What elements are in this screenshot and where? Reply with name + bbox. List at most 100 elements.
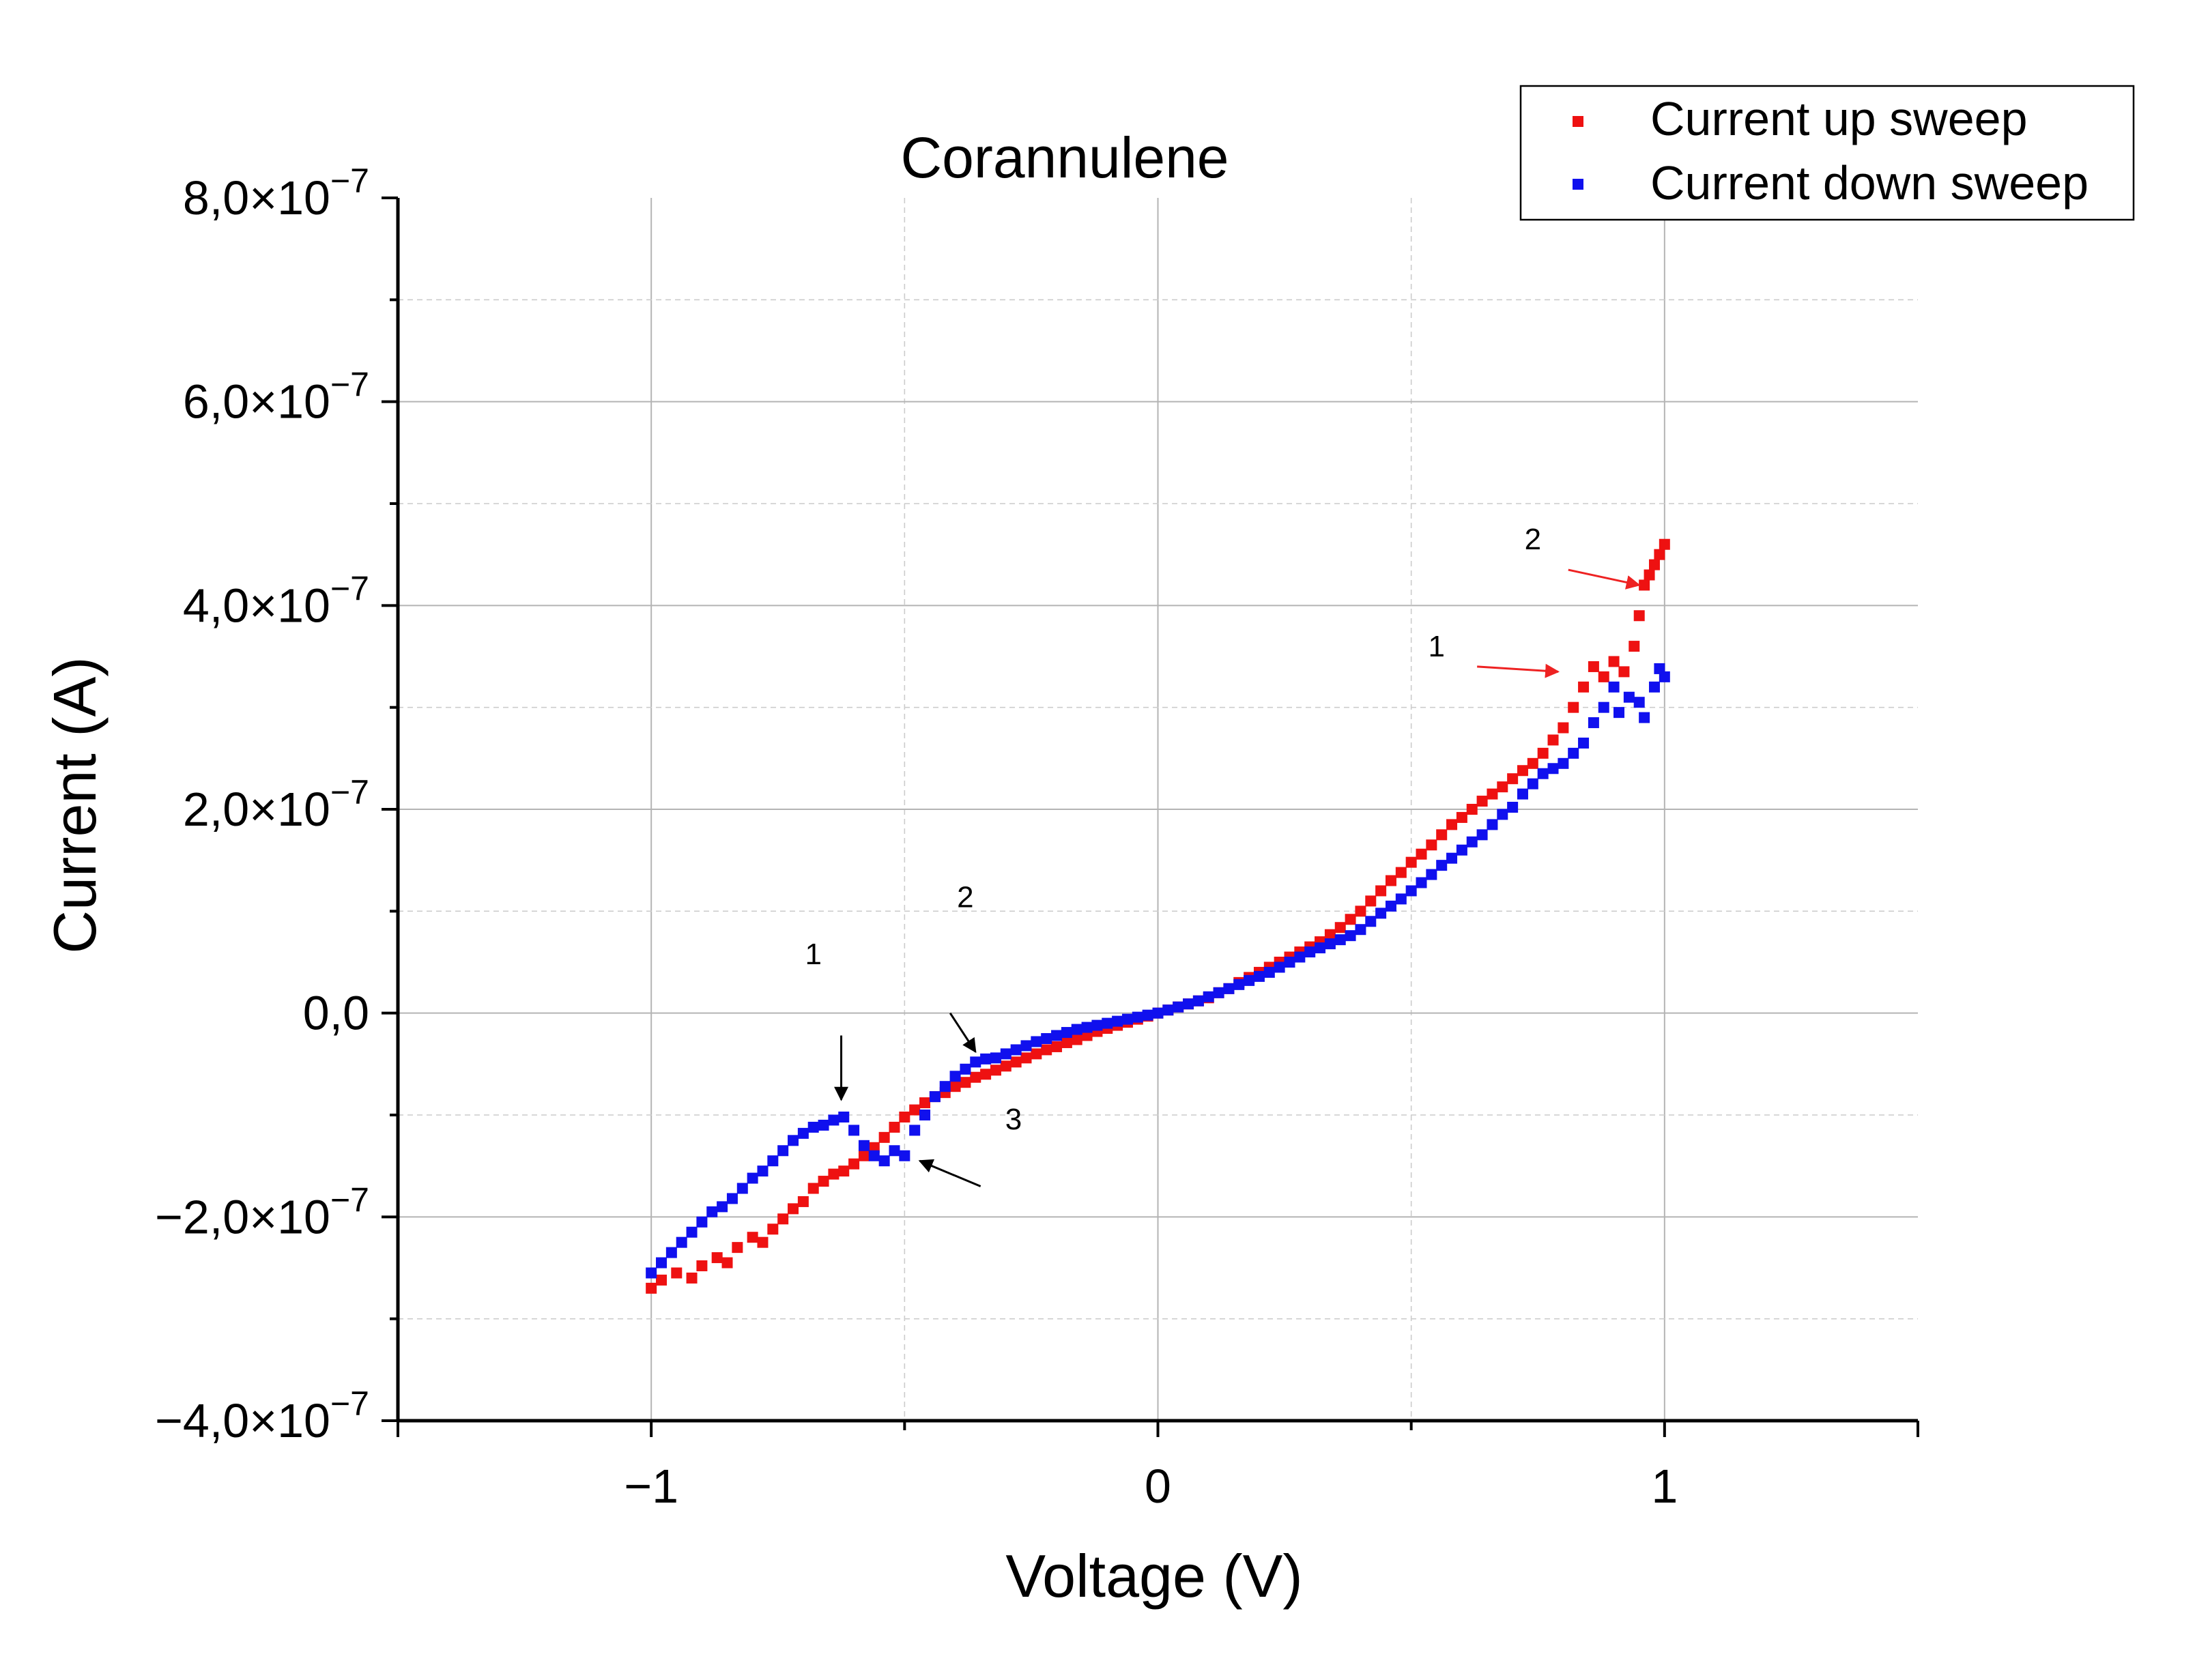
- point-down-sweep: [1294, 951, 1306, 963]
- point-down-sweep: [747, 1172, 758, 1184]
- point-up-sweep: [838, 1165, 850, 1177]
- point-down-sweep: [949, 1071, 961, 1082]
- point-up-sweep: [858, 1150, 870, 1161]
- point-up-sweep: [909, 1104, 921, 1116]
- point-up-sweep: [818, 1176, 829, 1187]
- point-down-sweep: [807, 1121, 819, 1133]
- point-down-sweep: [646, 1267, 657, 1279]
- point-up-sweep: [848, 1158, 860, 1170]
- point-up-sweep: [747, 1232, 758, 1243]
- point-down-sweep: [1132, 1011, 1143, 1023]
- point-down-sweep: [939, 1081, 951, 1092]
- point-down-sweep: [1355, 924, 1366, 936]
- point-down-sweep: [686, 1226, 698, 1238]
- point-up-sweep: [757, 1236, 769, 1248]
- point-down-sweep: [1274, 961, 1285, 973]
- point-up-sweep: [1000, 1060, 1012, 1072]
- point-down-sweep: [1446, 852, 1458, 864]
- point-up-sweep: [721, 1257, 733, 1269]
- data-points: [646, 538, 1670, 1294]
- point-down-sweep: [838, 1111, 850, 1123]
- point-down-sweep: [1345, 930, 1356, 942]
- x-tick-label: 0: [1145, 1460, 1171, 1513]
- point-up-sweep: [1395, 867, 1407, 878]
- y-tick-label: 0,0: [303, 987, 369, 1040]
- point-up-sweep: [1578, 681, 1590, 693]
- point-down-sweep: [1648, 681, 1660, 693]
- point-down-sweep: [1223, 983, 1235, 994]
- point-up-sweep: [1588, 661, 1599, 672]
- x-tick-label: −1: [624, 1460, 678, 1513]
- point-down-sweep: [868, 1150, 880, 1161]
- point-up-sweep: [767, 1223, 779, 1235]
- point-down-sweep: [726, 1193, 738, 1204]
- annotations: 1 2 1 2 3: [805, 523, 1641, 1187]
- point-down-sweep: [1315, 942, 1326, 954]
- point-down-sweep: [665, 1247, 677, 1258]
- point-down-sweep: [1547, 763, 1559, 774]
- point-up-sweep: [878, 1131, 890, 1143]
- point-up-sweep: [1537, 747, 1549, 759]
- point-up-sweep: [1345, 914, 1356, 925]
- point-down-sweep: [1152, 1007, 1164, 1019]
- point-up-sweep: [1618, 666, 1630, 678]
- point-up-sweep: [919, 1097, 931, 1109]
- point-down-sweep: [1558, 757, 1569, 769]
- point-up-sweep: [1558, 722, 1569, 734]
- point-up-sweep: [1355, 906, 1366, 917]
- point-up-sweep: [1644, 569, 1655, 581]
- point-down-sweep: [818, 1119, 829, 1131]
- x-axis-label: Voltage (V): [1005, 1542, 1302, 1610]
- point-up-sweep: [1446, 819, 1458, 830]
- annotation-label-black-3: 3: [1005, 1103, 1022, 1136]
- point-up-sweep: [1041, 1044, 1052, 1056]
- point-down-sweep: [990, 1052, 1001, 1064]
- point-down-sweep: [1304, 946, 1316, 958]
- point-up-sweep: [807, 1183, 819, 1194]
- point-up-sweep: [1487, 788, 1498, 800]
- point-down-sweep: [1476, 829, 1488, 841]
- point-down-sweep: [1142, 1009, 1153, 1021]
- point-up-sweep: [797, 1196, 809, 1207]
- point-up-sweep: [656, 1274, 668, 1286]
- legend-label-up: Current up sweep: [1650, 92, 2028, 145]
- point-up-sweep: [1365, 895, 1377, 907]
- point-up-sweep: [1071, 1034, 1082, 1045]
- point-down-sweep: [1121, 1013, 1133, 1025]
- point-down-sweep: [1284, 957, 1295, 968]
- point-down-sweep: [1598, 701, 1609, 713]
- point-down-sweep: [777, 1145, 789, 1157]
- point-down-sweep: [676, 1236, 687, 1248]
- point-up-sweep: [1517, 765, 1528, 777]
- point-down-sweep: [909, 1125, 921, 1136]
- point-down-sweep: [828, 1114, 840, 1126]
- point-down-sweep: [1263, 966, 1275, 978]
- point-up-sweep: [1426, 839, 1437, 851]
- annotation-label-red-1: 1: [1429, 630, 1445, 663]
- point-down-sweep: [1213, 987, 1224, 998]
- point-up-sweep: [1476, 796, 1488, 807]
- point-down-sweep: [1071, 1024, 1082, 1035]
- point-down-sweep: [1233, 979, 1245, 990]
- point-down-sweep: [1334, 934, 1346, 946]
- point-down-sweep: [1000, 1048, 1012, 1060]
- point-down-sweep: [1426, 869, 1437, 880]
- point-up-sweep: [1507, 773, 1519, 785]
- point-down-sweep: [889, 1145, 900, 1157]
- point-down-sweep: [736, 1183, 748, 1194]
- point-up-sweep: [1456, 811, 1467, 823]
- point-down-sweep: [696, 1216, 708, 1228]
- point-down-sweep: [1568, 747, 1579, 759]
- point-down-sweep: [980, 1053, 992, 1065]
- point-down-sweep: [797, 1127, 809, 1139]
- point-up-sweep: [1324, 929, 1336, 940]
- point-down-sweep: [1497, 809, 1508, 820]
- point-down-sweep: [1324, 938, 1336, 950]
- point-down-sweep: [878, 1155, 890, 1167]
- point-down-sweep: [1405, 885, 1417, 897]
- point-down-sweep: [848, 1125, 860, 1136]
- point-up-sweep: [1405, 856, 1417, 868]
- point-down-sweep: [717, 1201, 728, 1213]
- point-down-sweep: [1162, 1004, 1174, 1016]
- point-down-sweep: [767, 1155, 779, 1167]
